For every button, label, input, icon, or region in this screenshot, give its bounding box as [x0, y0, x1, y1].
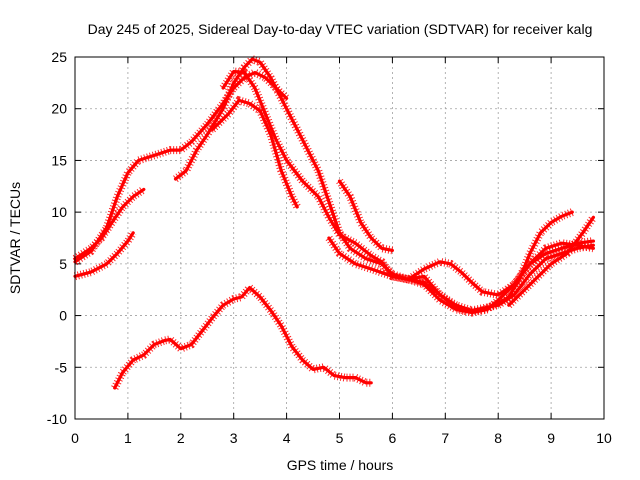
series-track-i [390, 210, 574, 313]
x-axis-label: GPS time / hours [287, 457, 394, 473]
x-tick-label: 6 [389, 430, 397, 446]
x-tick-label: 1 [124, 430, 132, 446]
series-track-k [113, 286, 373, 390]
y-ticks: -10 -5 0 5 10 15 20 25 [47, 49, 604, 427]
y-tick-label: 0 [59, 308, 67, 324]
x-tick-label: 10 [596, 430, 612, 446]
series-track-h [337, 179, 394, 252]
series-track-b [73, 187, 146, 261]
y-axis-label: SDTVAR / TECUs [7, 182, 23, 294]
y-tick-label: 15 [51, 152, 67, 168]
series-track-d [173, 57, 595, 297]
series-track-j [507, 215, 595, 307]
series-track-c [73, 231, 135, 278]
y-tick-label: -10 [47, 411, 67, 427]
x-tick-label: 2 [177, 430, 185, 446]
y-tick-label: 20 [51, 101, 67, 117]
y-tick-label: 25 [51, 49, 67, 65]
x-tick-label: 9 [547, 430, 555, 446]
y-tick-label: 10 [51, 204, 67, 220]
y-tick-label: -5 [55, 359, 68, 375]
series-group [72, 54, 597, 390]
y-tick-label: 5 [59, 256, 67, 272]
x-tick-label: 8 [494, 430, 502, 446]
x-tick-label: 4 [283, 430, 291, 446]
plot-frame [74, 56, 605, 420]
series-track-a [73, 70, 289, 264]
x-tick-label: 0 [71, 430, 79, 446]
x-tick-label: 3 [230, 430, 238, 446]
chart-title: Day 245 of 2025, Sidereal Day-to-day VTE… [88, 21, 593, 37]
x-tick-label: 7 [441, 430, 449, 446]
x-tick-label: 5 [336, 430, 344, 446]
